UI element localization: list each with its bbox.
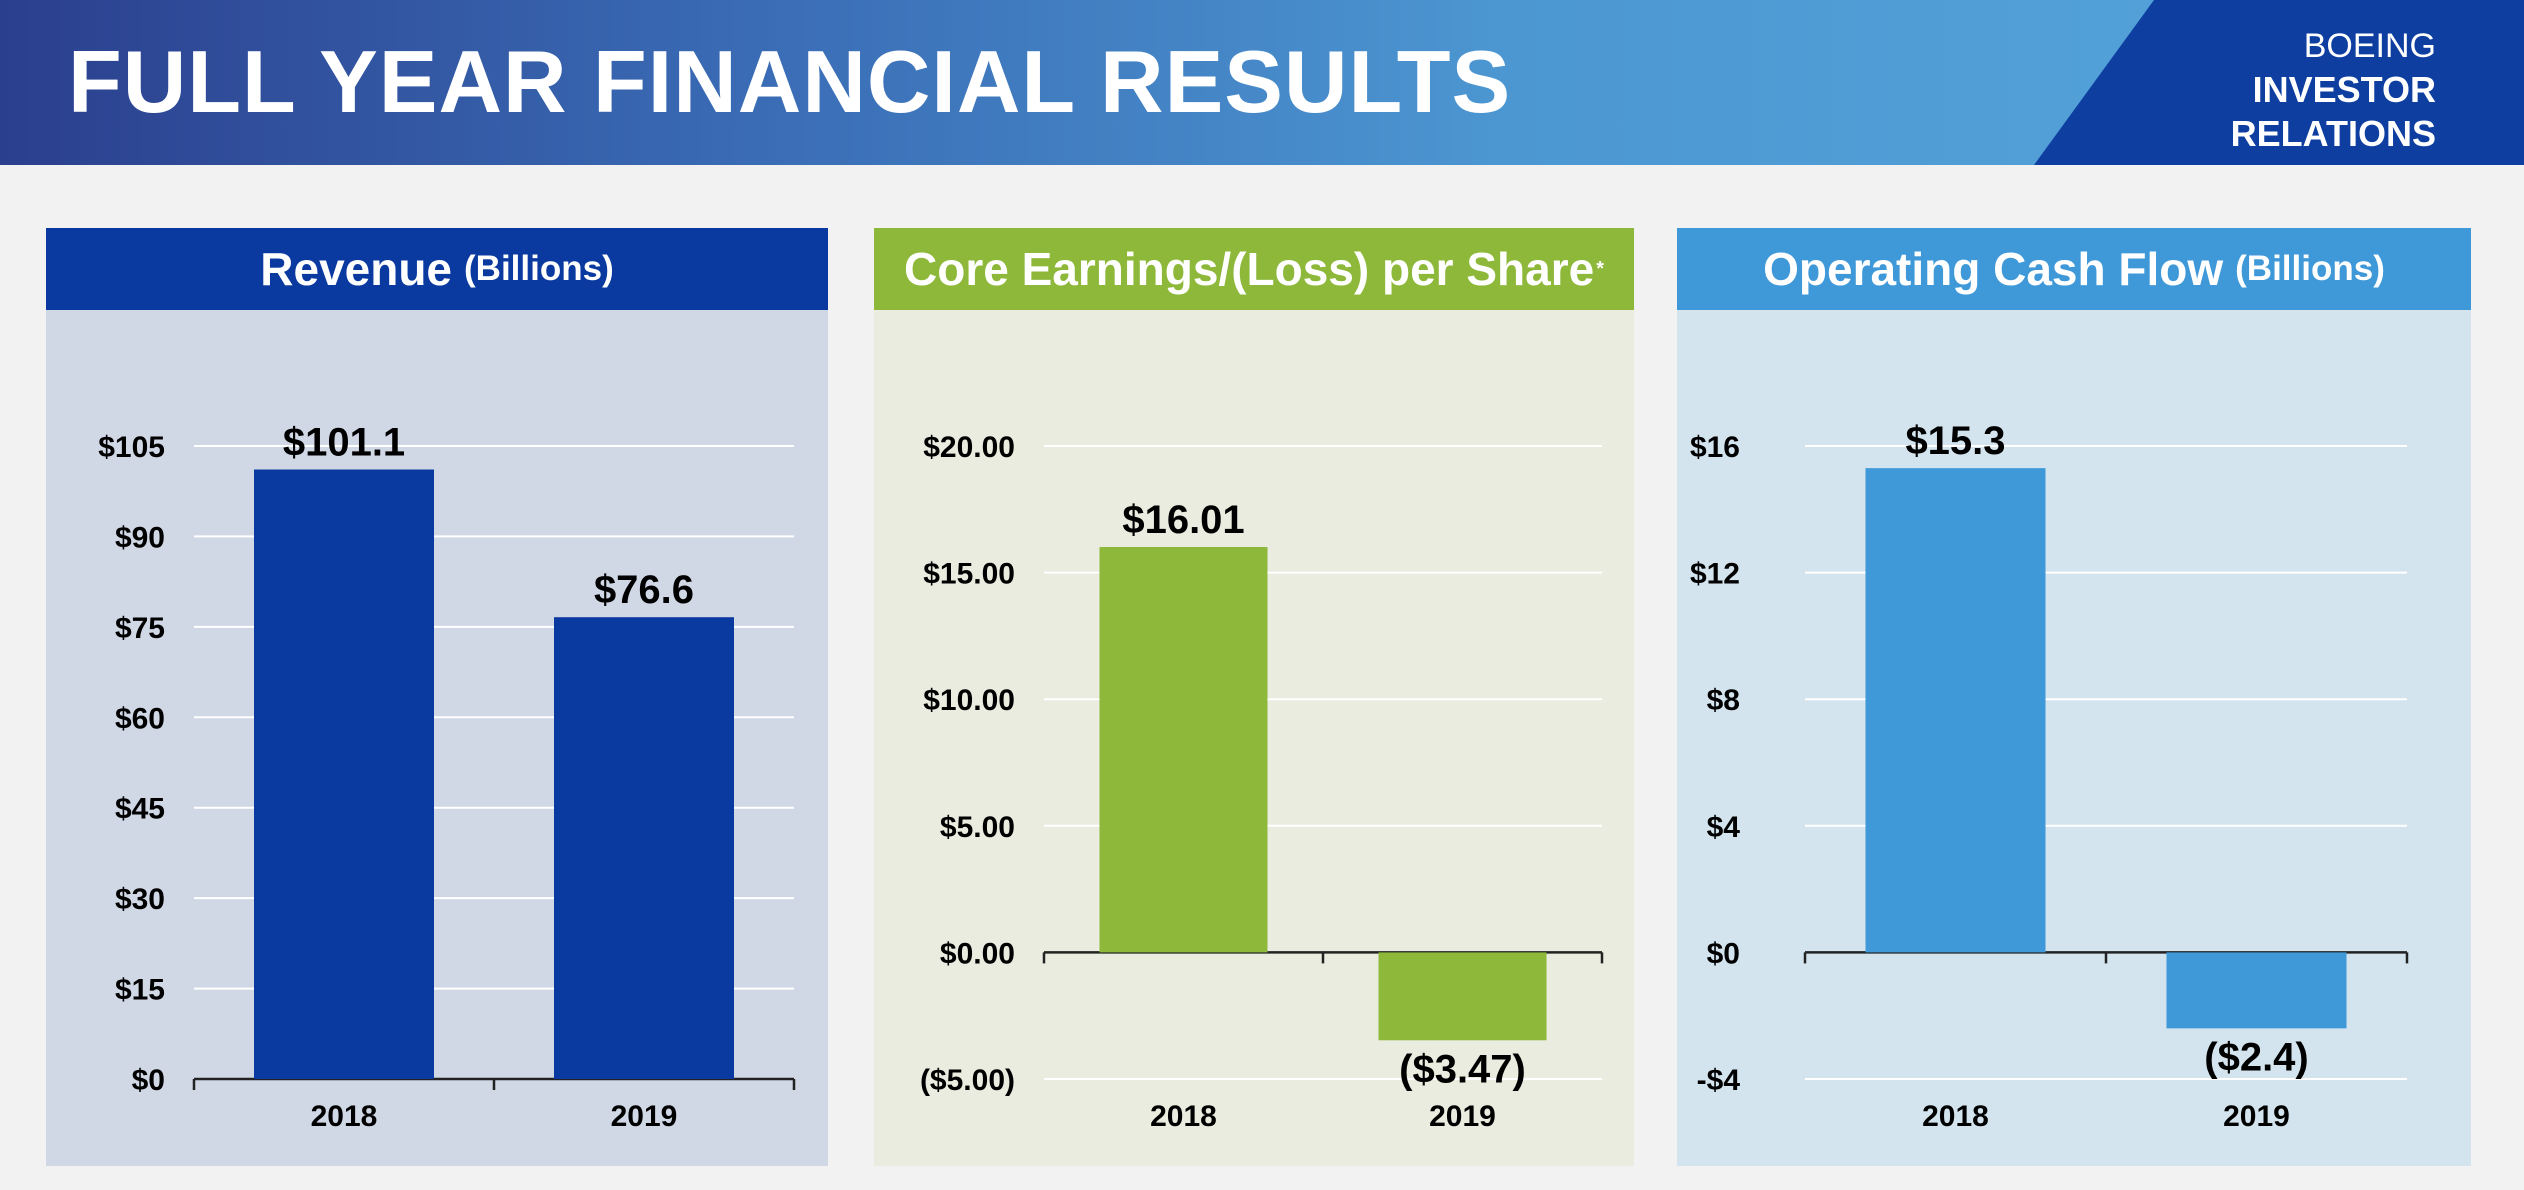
- brand-line-2: INVESTOR: [2252, 69, 2436, 110]
- y-tick-label: $12: [1690, 558, 1740, 591]
- y-tick-label: $105: [98, 431, 165, 464]
- revenue-chart: $0 $15 $30 $45 $60 $75 $90 $105 $101.1 2018 $76.6 2…: [98, 421, 796, 1133]
- revenue-panel-header: Revenue (Billions): [46, 228, 828, 310]
- y-tick-label: $16: [1690, 431, 1740, 464]
- y-tick-label: $60: [115, 702, 165, 735]
- panel-subtitle: (Billions): [464, 249, 614, 288]
- y-tick-label: -$4: [1697, 1064, 1741, 1097]
- x-tick-label-2019: 2019: [611, 1100, 678, 1133]
- data-label-2018: $101.1: [283, 421, 405, 465]
- core-eps-panel: Core Earnings/(Loss) per Share * ($5.00) $…: [874, 228, 1634, 1166]
- y-tick-label: $45: [115, 793, 165, 826]
- y-tick-label: $75: [115, 612, 165, 645]
- data-label-2018: $15.3: [1905, 419, 2005, 463]
- core-eps-panel-header: Core Earnings/(Loss) per Share *: [874, 228, 1634, 310]
- y-tick-label: $0.00: [940, 937, 1015, 970]
- bar-2018: [1865, 468, 2046, 953]
- data-label-2019: $76.6: [594, 568, 694, 612]
- y-tick-label: $5.00: [940, 811, 1015, 844]
- data-label-2019: ($3.47): [1399, 1047, 1526, 1091]
- core-eps-chart: ($5.00) $0.00 $5.00 $10.00 $15.00 $20.00 $16.0…: [920, 431, 1604, 1133]
- x-tick-label-2019: 2019: [1429, 1100, 1496, 1133]
- y-tick-label: $15.00: [923, 558, 1015, 591]
- y-tick-label: $0: [132, 1064, 165, 1097]
- bar-2019: [554, 617, 734, 1079]
- cash-flow-panel-header: Operating Cash Flow (Billions): [1677, 228, 2471, 310]
- panel-title: Revenue: [260, 243, 453, 295]
- y-tick-label: $90: [115, 521, 165, 554]
- y-tick-label: $0: [1707, 937, 1740, 970]
- data-label-2019: ($2.4): [2204, 1035, 2309, 1079]
- page-title: FULL YEAR FINANCIAL RESULTS: [68, 32, 1512, 131]
- bar-2019: [1378, 952, 1547, 1041]
- cash-flow-chart: -$4 $0 $4 $8 $12 $16 $15.3 2018 ($2.4) 2019: [1690, 419, 2409, 1133]
- brand-line-3: RELATIONS: [2230, 113, 2436, 154]
- data-label-2018: $16.01: [1122, 498, 1244, 542]
- y-tick-label: $20.00: [923, 431, 1015, 464]
- panel-footnote-marker: *: [1596, 257, 1604, 280]
- bar-2018: [254, 469, 434, 1079]
- y-tick-label: $4: [1707, 811, 1741, 844]
- y-tick-label: $15: [115, 974, 165, 1007]
- bar-2019: [2166, 952, 2347, 1029]
- cash-flow-panel: Operating Cash Flow (Billions) -$4 $0 $4 $8…: [1677, 228, 2471, 1166]
- y-tick-label: $30: [115, 883, 165, 916]
- panel-subtitle: (Billions): [2235, 249, 2385, 288]
- panel-title: Operating Cash Flow: [1763, 243, 2224, 295]
- x-tick-label-2018: 2018: [311, 1100, 378, 1133]
- y-tick-label: ($5.00): [920, 1064, 1015, 1097]
- y-tick-label: $8: [1707, 684, 1740, 717]
- panel-title: Core Earnings/(Loss) per Share: [904, 243, 1595, 295]
- bar-2018: [1099, 547, 1268, 953]
- brand-line-1: BOEING: [2303, 27, 2436, 65]
- revenue-panel: Revenue (Billions) $0 $15 $30 $45 $60 $75 $90 $…: [46, 228, 828, 1166]
- x-tick-label-2018: 2018: [1150, 1100, 1217, 1133]
- x-tick-label-2018: 2018: [1922, 1100, 1989, 1133]
- brand-logo: BOEING INVESTOR RELATIONS: [2231, 24, 2436, 156]
- x-tick-label-2019: 2019: [2223, 1100, 2290, 1133]
- y-tick-label: $10.00: [923, 684, 1015, 717]
